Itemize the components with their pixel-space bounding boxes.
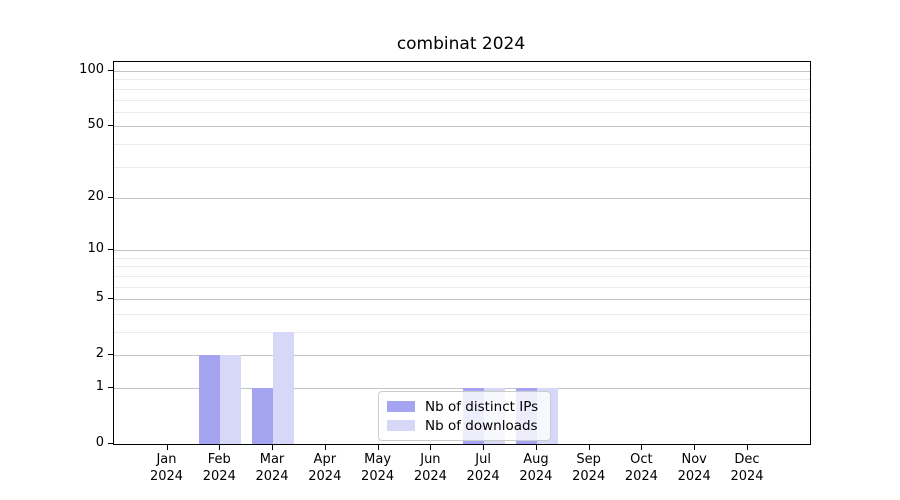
- x-tick-year: 2024: [677, 469, 711, 484]
- x-tick-label: Mar 2024: [237, 451, 307, 485]
- x-tick-label: Jul 2024: [448, 451, 518, 485]
- y-tick-label: 1: [95, 379, 104, 394]
- x-tick-year: 2024: [361, 469, 395, 484]
- x-tick-month: May: [364, 452, 392, 467]
- x-tick-year: 2024: [308, 469, 342, 484]
- x-tick-mark: [641, 445, 643, 450]
- x-tick-month: Nov: [681, 452, 707, 467]
- x-tick-month: Apr: [313, 452, 337, 467]
- x-tick-month: Mar: [259, 452, 285, 467]
- legend-swatch-distinct-ips-icon: [387, 401, 415, 412]
- legend: Nb of distinct IPs Nb of downloads: [378, 391, 551, 441]
- x-tick-mark: [324, 445, 326, 450]
- bar-downloads: [220, 355, 242, 444]
- plot-area: [113, 61, 811, 445]
- y-tick-label: 0: [95, 435, 104, 450]
- y-tick-label: 100: [79, 62, 104, 77]
- x-tick-year: 2024: [149, 469, 184, 484]
- legend-label-downloads: Nb of downloads: [425, 417, 538, 434]
- x-tick-year: 2024: [624, 469, 658, 484]
- minor-gridline: [114, 313, 810, 315]
- x-tick-label: Sep 2024: [554, 451, 624, 485]
- minor-gridline: [114, 143, 810, 145]
- x-tick-mark: [588, 445, 590, 450]
- y-tick-label: 2: [95, 346, 104, 362]
- legend-swatch-downloads-icon: [387, 420, 415, 431]
- minor-gridline: [114, 266, 810, 268]
- bar-distinct-ips: [252, 388, 273, 444]
- major-gridline: [114, 126, 810, 128]
- x-tick-mark: [747, 445, 748, 450]
- major-gridline: [114, 388, 810, 389]
- y-tick-mark: [108, 125, 113, 127]
- y-tick-mark: [108, 387, 113, 388]
- x-tick-label: Jun 2024: [395, 451, 465, 485]
- x-tick-month: Jul: [475, 452, 491, 467]
- x-tick-month: Aug: [523, 452, 549, 467]
- legend-label-distinct-ips: Nb of distinct IPs: [425, 398, 539, 415]
- y-tick-label: 50: [87, 117, 104, 133]
- y-tick-mark: [108, 196, 113, 198]
- x-tick-label: Feb 2024: [184, 451, 254, 485]
- x-tick-month: Oct: [630, 452, 653, 467]
- minor-gridline: [114, 111, 810, 113]
- y-tick-label: 5: [95, 290, 104, 306]
- major-gridline: [114, 299, 810, 301]
- x-tick-label: Nov 2024: [659, 451, 729, 485]
- x-tick-year: 2024: [466, 469, 500, 484]
- x-tick-year: 2024: [255, 469, 289, 484]
- minor-gridline: [114, 166, 810, 168]
- y-tick-mark: [108, 249, 113, 251]
- x-tick-mark: [483, 445, 485, 450]
- x-tick-year: 2024: [202, 469, 236, 484]
- x-tick-mark: [166, 445, 168, 450]
- x-tick-mark: [430, 445, 432, 450]
- minor-gridline: [114, 88, 810, 90]
- minor-gridline: [114, 79, 810, 81]
- x-tick-mark: [535, 445, 537, 450]
- minor-gridline: [114, 275, 810, 277]
- major-gridline: [114, 250, 810, 252]
- x-tick-mark: [377, 445, 379, 450]
- x-tick-label: Aug 2024: [501, 451, 571, 485]
- minor-gridline: [114, 286, 810, 288]
- x-tick-label: Oct 2024: [606, 451, 676, 485]
- chart-title: combinat 2024: [396, 34, 526, 54]
- x-tick-year: 2024: [730, 469, 764, 484]
- y-tick-label: 10: [87, 241, 104, 257]
- y-tick-mark: [108, 443, 113, 444]
- legend-row-distinct-ips: Nb of distinct IPs: [387, 397, 542, 416]
- x-tick-mark: [272, 445, 273, 450]
- x-tick-label: Apr 2024: [290, 451, 360, 485]
- y-tick-mark: [108, 354, 113, 356]
- x-tick-mark: [694, 445, 696, 450]
- x-tick-month: Sep: [576, 452, 601, 467]
- legend-row-downloads: Nb of downloads: [387, 416, 542, 435]
- bar-downloads: [273, 332, 294, 444]
- y-tick-mark: [108, 70, 113, 71]
- major-gridline: [114, 197, 810, 199]
- x-tick-label: May 2024: [343, 451, 413, 485]
- x-tick-year: 2024: [413, 469, 447, 484]
- y-tick-mark: [108, 298, 113, 300]
- x-tick-year: 2024: [519, 469, 553, 484]
- bar-distinct-ips: [199, 355, 221, 444]
- x-tick-mark: [219, 445, 221, 450]
- x-tick-month: Dec: [734, 452, 760, 467]
- x-tick-month: Jun: [420, 452, 441, 467]
- x-tick-month: Feb: [207, 452, 231, 467]
- major-gridline: [114, 71, 810, 72]
- y-tick-label: 20: [87, 188, 104, 204]
- x-tick-label: Jan 2024: [132, 451, 202, 485]
- minor-gridline: [114, 257, 810, 259]
- major-gridline: [114, 355, 810, 357]
- x-tick-year: 2024: [572, 469, 606, 484]
- minor-gridline: [114, 99, 810, 101]
- x-tick-month: Jan: [156, 452, 177, 467]
- minor-gridline: [114, 332, 810, 333]
- x-tick-label: Dec 2024: [712, 451, 782, 485]
